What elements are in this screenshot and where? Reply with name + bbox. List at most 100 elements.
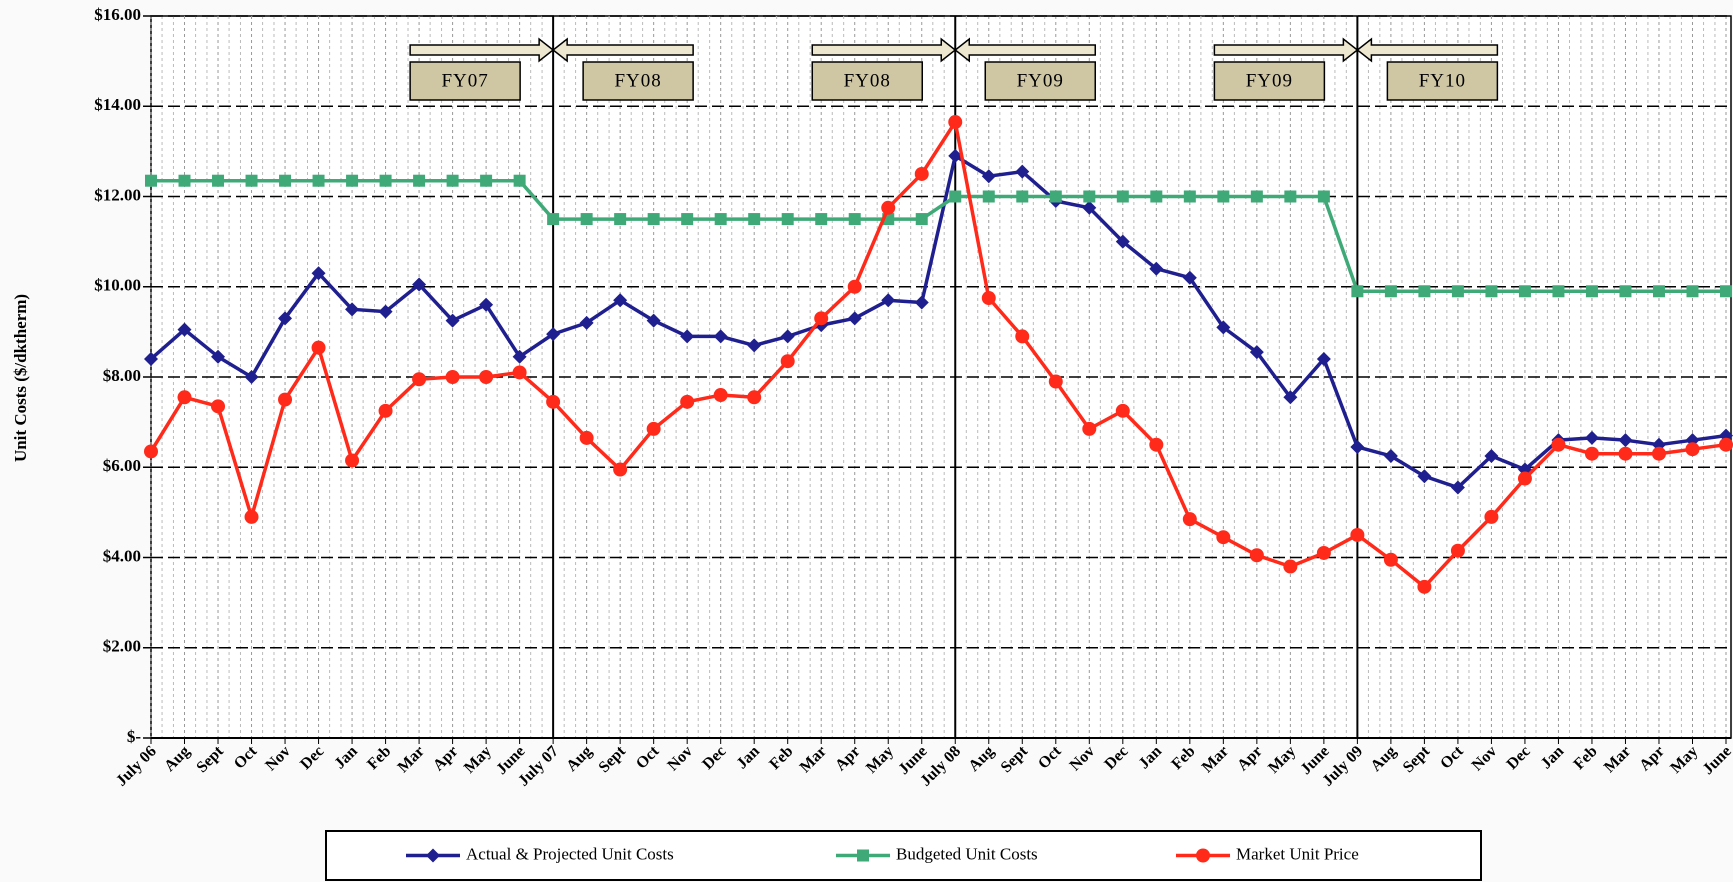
marker xyxy=(1082,200,1097,215)
marker xyxy=(1518,285,1531,298)
marker xyxy=(177,322,192,337)
marker xyxy=(145,174,157,187)
annotation: FY07 xyxy=(441,70,488,91)
marker xyxy=(244,370,259,384)
marker xyxy=(1216,320,1231,335)
marker xyxy=(1048,374,1063,389)
marker xyxy=(1585,285,1598,298)
marker xyxy=(781,213,794,226)
marker xyxy=(479,370,494,384)
annotation-box xyxy=(1386,61,1499,101)
marker xyxy=(981,291,996,306)
y-tick-label: $2.00 xyxy=(103,637,141,656)
annotation: FY10 xyxy=(1419,70,1466,91)
marker xyxy=(1082,421,1097,436)
marker xyxy=(1584,446,1599,461)
y-tick-label: $12.00 xyxy=(94,185,141,204)
marker xyxy=(1618,433,1633,448)
marker xyxy=(1249,345,1264,360)
marker xyxy=(378,403,393,418)
marker xyxy=(1350,527,1365,542)
marker xyxy=(948,148,963,163)
series xyxy=(144,115,1733,594)
y-tick-label: $14.00 xyxy=(94,95,141,114)
marker xyxy=(1316,351,1331,366)
series xyxy=(144,148,1733,495)
marker xyxy=(1015,329,1030,344)
y-tick-label: $- xyxy=(127,727,142,746)
marker xyxy=(1551,437,1566,452)
marker xyxy=(646,313,661,328)
marker xyxy=(546,327,561,342)
marker xyxy=(1584,430,1599,445)
marker xyxy=(212,174,225,187)
marker xyxy=(279,174,292,187)
marker xyxy=(1485,285,1498,298)
marker xyxy=(1149,261,1164,276)
marker xyxy=(479,297,494,312)
marker xyxy=(815,213,828,226)
marker xyxy=(1284,190,1297,203)
marker xyxy=(346,174,359,187)
marker xyxy=(426,848,440,863)
marker xyxy=(1283,559,1298,574)
marker xyxy=(1619,285,1632,298)
marker xyxy=(412,277,427,292)
marker xyxy=(512,365,527,380)
y-tick-label: $16.00 xyxy=(94,5,141,24)
marker xyxy=(379,174,392,187)
marker xyxy=(513,174,526,187)
marker xyxy=(1250,190,1263,203)
marker xyxy=(747,390,762,405)
marker xyxy=(948,115,963,130)
marker xyxy=(178,174,191,187)
marker xyxy=(445,370,460,384)
marker xyxy=(1450,480,1465,495)
series-line xyxy=(149,120,1727,589)
marker xyxy=(547,213,560,226)
marker xyxy=(1217,190,1230,203)
marker xyxy=(579,315,594,330)
marker xyxy=(713,388,728,403)
marker xyxy=(714,213,727,226)
annotation-box xyxy=(811,61,924,101)
annotation-box xyxy=(582,61,694,101)
marker xyxy=(1451,285,1464,298)
marker xyxy=(681,213,694,226)
marker xyxy=(1317,190,1330,203)
y-tick-label: $4.00 xyxy=(103,546,141,565)
marker xyxy=(1283,390,1298,405)
annotation-box xyxy=(409,61,521,101)
legend-label: Actual & Projected Unit Costs xyxy=(466,844,674,863)
marker xyxy=(680,394,695,409)
marker xyxy=(1383,552,1398,567)
series xyxy=(145,174,1732,298)
marker xyxy=(613,462,628,477)
marker xyxy=(480,174,493,187)
marker xyxy=(748,213,761,226)
marker xyxy=(1384,285,1397,298)
marker xyxy=(1049,190,1062,203)
marker xyxy=(412,372,427,387)
marker xyxy=(311,340,326,355)
marker xyxy=(1150,190,1163,203)
marker xyxy=(1417,469,1432,484)
annotation: FY09 xyxy=(1246,70,1293,91)
marker xyxy=(780,329,795,344)
marker xyxy=(1417,579,1432,594)
marker xyxy=(177,390,192,405)
marker xyxy=(1552,285,1565,298)
marker xyxy=(747,338,762,353)
marker xyxy=(1351,285,1364,298)
marker xyxy=(278,311,293,326)
annotation-arrow xyxy=(811,37,957,63)
annotation-box xyxy=(1213,61,1326,101)
annotation: FY08 xyxy=(614,70,661,91)
y-tick-label: $8.00 xyxy=(103,366,141,385)
marker xyxy=(1183,190,1196,203)
marker xyxy=(1015,164,1030,179)
marker xyxy=(1685,442,1700,457)
legend-label: Market Unit Price xyxy=(1236,844,1359,863)
marker xyxy=(311,266,326,281)
